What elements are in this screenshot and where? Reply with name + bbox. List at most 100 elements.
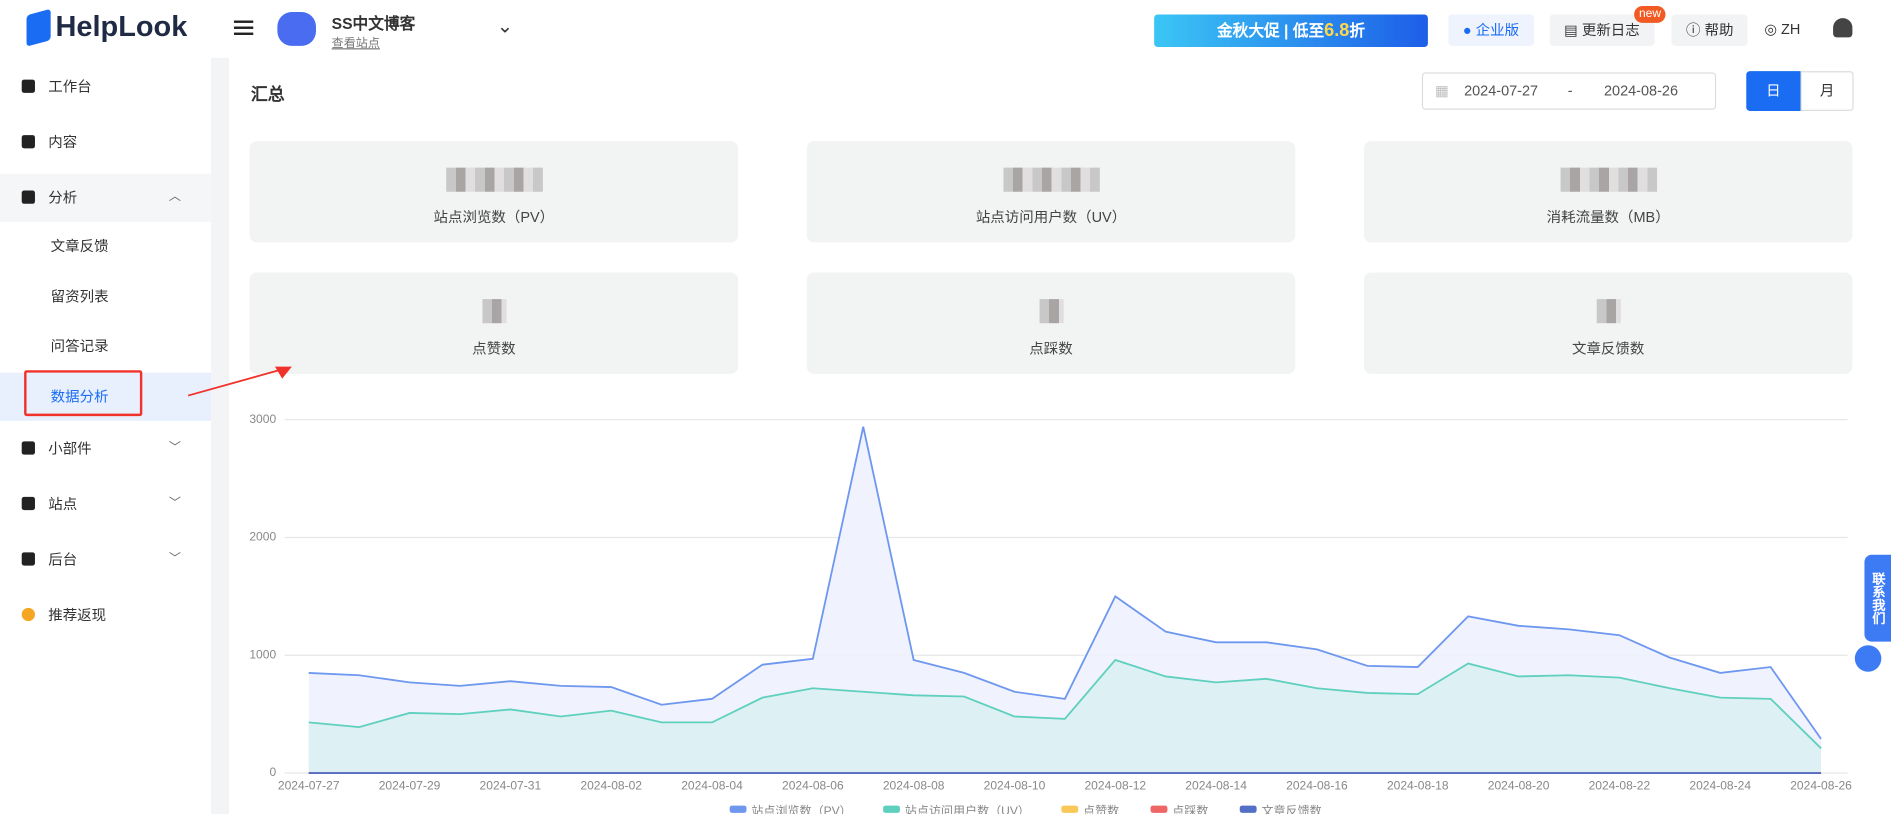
x-tick-label: 2024-08-02 <box>580 778 642 792</box>
x-tick-label: 2024-08-24 <box>1689 778 1751 792</box>
stat-card: 文章反馈数 <box>1363 272 1853 374</box>
legend-label: 点赞数 <box>1083 803 1119 814</box>
promo-text: 金秋大促 | 低至 <box>1216 21 1325 40</box>
date-range[interactable]: ▦ 2024-07-27 - 2024-08-26 <box>1421 72 1717 110</box>
gutter <box>211 57 230 814</box>
x-tick-label: 2024-07-31 <box>480 778 542 792</box>
legend-label: 文章反馈数 <box>1261 803 1321 814</box>
site-link[interactable]: 查看站点 <box>331 37 380 51</box>
y-tick-label: 1000 <box>249 647 276 661</box>
highlight-box <box>24 369 143 416</box>
x-tick-label: 2024-07-29 <box>379 778 441 792</box>
x-tick-label: 2024-08-14 <box>1185 778 1247 792</box>
x-tick-label: 2024-08-10 <box>984 778 1046 792</box>
logo-icon <box>26 8 51 47</box>
nav-label: 站点 <box>48 495 78 513</box>
stat-card: 消耗流量数（MB） <box>1363 141 1853 243</box>
stat-label: 点踩数 <box>1029 340 1073 357</box>
line <box>308 426 1822 740</box>
nav-chevron: ﹀ <box>168 552 181 566</box>
y-tick-label: 0 <box>269 765 276 779</box>
blurred-value <box>445 167 543 192</box>
nav-subitem[interactable]: 数据分析 <box>0 369 212 421</box>
label: 更新日志 <box>1581 21 1640 39</box>
nav-icon <box>21 190 35 204</box>
nav-item[interactable]: 内容 <box>0 118 211 166</box>
legend-swatch <box>729 805 747 813</box>
nav-label: 留资列表 <box>50 287 109 305</box>
x-tick-label: 2024-08-08 <box>883 778 945 792</box>
x-tick-label: 2024-08-20 <box>1488 778 1550 792</box>
nav-icon <box>21 135 35 149</box>
day-toggle[interactable]: 日 <box>1746 71 1801 111</box>
date-end: 2024-08-26 <box>1603 82 1679 99</box>
nav-icon <box>21 441 35 455</box>
top-bar: HelpLook SS中文博客 查看站点 ⌄ 金秋大促 | 低至6.8折 ● 企… <box>0 0 1891 58</box>
x-tick-label: 2024-08-16 <box>1286 778 1348 792</box>
nav-item[interactable]: 站点 ﹀ <box>0 480 211 528</box>
label: 帮助 <box>1704 21 1734 39</box>
nav-label: 后台 <box>48 551 78 569</box>
contact-tab[interactable]: 联系我们 <box>1864 554 1891 642</box>
blurred-value <box>1559 167 1657 192</box>
blurred-value <box>1596 299 1621 324</box>
site-name: SS中文博客 <box>331 14 416 33</box>
line <box>308 658 1822 749</box>
nav-item[interactable]: 推荐返现 <box>0 591 211 639</box>
legend-swatch <box>1150 805 1168 813</box>
stat-label: 站点浏览数（PV） <box>433 208 555 226</box>
nav-label: 推荐返现 <box>48 606 107 624</box>
user-menu[interactable] <box>1833 18 1853 38</box>
stat-card: 点赞数 <box>249 272 739 374</box>
help-button[interactable]: ⓘ 帮助 <box>1671 14 1748 46</box>
legend-swatch <box>1239 805 1257 813</box>
nav-item[interactable]: 小部件 ﹀ <box>0 425 211 473</box>
x-tick-label: 2024-08-26 <box>1790 778 1852 792</box>
x-tick-label: 2024-08-06 <box>782 778 844 792</box>
nav-item[interactable]: 分析 ︿ <box>0 173 212 222</box>
nav-subitem[interactable]: 问答记录 <box>0 322 211 370</box>
nav-chevron: ﹀ <box>168 441 181 455</box>
nav-icon <box>21 552 35 566</box>
month-toggle[interactable]: 月 <box>1800 71 1854 111</box>
blurred-value <box>1038 299 1064 324</box>
stat-card: 站点浏览数（PV） <box>249 141 739 243</box>
x-tick-label: 2024-08-04 <box>681 778 743 792</box>
chat-button[interactable] <box>1854 645 1882 672</box>
nav-subitem[interactable]: 留资列表 <box>0 272 211 320</box>
nav-label: 工作台 <box>48 78 92 96</box>
new-badge: new <box>1634 6 1666 23</box>
label: 企业版 <box>1475 21 1520 39</box>
y-tick-label: 3000 <box>249 412 276 426</box>
sidebar: 工作台 内容 分析 ︿ 文章反馈 留资列表 问答记录 数据分析 小部件 ﹀ 站点 ﹀ 后台 ﹀ 推荐返现 <box>0 57 212 814</box>
nav-chevron: ︿ <box>168 190 181 204</box>
x-tick-label: 2024-07-27 <box>278 778 340 792</box>
label: ZH <box>1781 20 1801 38</box>
legend-swatch <box>883 805 900 813</box>
language-switch[interactable]: ◎ ZH <box>1764 20 1801 38</box>
date-start: 2024-07-27 <box>1464 82 1539 99</box>
nav-item[interactable]: 工作台 <box>0 63 211 111</box>
enterprise-button[interactable]: ● 企业版 <box>1448 14 1534 46</box>
stat-card: 站点访问用户数（UV） <box>806 141 1296 243</box>
promo-discount: 6.8 <box>1324 20 1350 42</box>
site-dropdown[interactable]: ⌄ <box>496 16 514 38</box>
stat-label: 消耗流量数（MB） <box>1546 208 1670 226</box>
legend-label: 点踩数 <box>1172 803 1208 814</box>
nav-item[interactable]: 后台 ﹀ <box>0 535 211 583</box>
site-avatar <box>277 12 316 46</box>
nav-label: 数据分析 <box>50 387 109 405</box>
nav-label: 分析 <box>48 189 78 207</box>
promo-banner[interactable]: 金秋大促 | 低至6.8折 <box>1154 14 1428 48</box>
legend-label: 站点访问用户数（UV） <box>905 803 1030 814</box>
date-sep: - <box>1567 82 1573 99</box>
legend-swatch <box>1061 805 1079 813</box>
section-title: 汇总 <box>250 84 285 104</box>
x-tick-label: 2024-08-18 <box>1387 778 1449 792</box>
legend-label: 站点浏览数（PV） <box>751 803 851 814</box>
x-tick-label: 2024-08-12 <box>1084 778 1146 792</box>
menu-toggle[interactable] <box>233 20 254 23</box>
nav-subitem[interactable]: 文章反馈 <box>0 222 211 270</box>
nav-icon <box>21 607 35 622</box>
stat-label: 文章反馈数 <box>1571 340 1645 357</box>
